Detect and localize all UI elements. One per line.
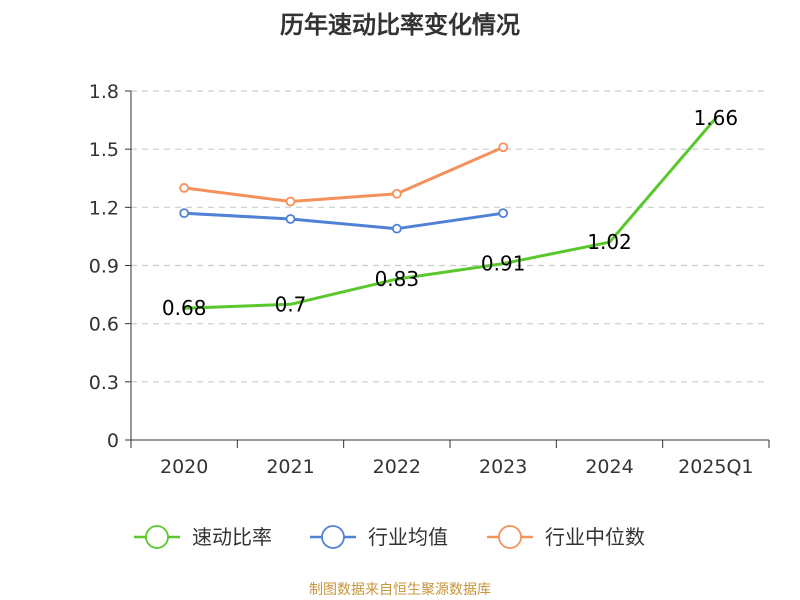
series-line xyxy=(182,211,505,231)
y-tick-label: 1.2 xyxy=(89,197,119,219)
data-label: 1.02 xyxy=(587,230,632,254)
y-tick-label: 0.3 xyxy=(89,372,119,394)
x-tick-label: 2021 xyxy=(266,456,314,478)
data-label: 0.68 xyxy=(162,296,207,320)
series-line xyxy=(182,145,505,203)
series-point xyxy=(179,208,190,219)
series-point xyxy=(498,142,509,153)
x-tick-label: 2024 xyxy=(585,456,633,478)
y-tick-label: 0 xyxy=(107,430,119,452)
data-label: 1.66 xyxy=(694,106,739,130)
legend-marker xyxy=(498,525,522,549)
x-tick-label: 2023 xyxy=(479,456,527,478)
series-point xyxy=(498,208,509,219)
y-tick-label: 1.8 xyxy=(89,81,119,103)
x-tick-label: 2025Q1 xyxy=(678,456,753,478)
data-label: 0.91 xyxy=(481,252,526,276)
series-point xyxy=(179,183,190,193)
data-label: 0.83 xyxy=(375,267,420,291)
legend-label: 行业均值 xyxy=(368,525,448,549)
axes: 0 0.3 0.6 0.9 1.2 1.5 1.8 2020 2021 2022 2023 2024 2… xyxy=(89,81,770,478)
data-label: 0.7 xyxy=(275,292,307,316)
series-line xyxy=(182,116,718,310)
data-labels: 0.68 0.7 0.83 0.91 1.02 1.66 xyxy=(162,106,738,320)
chart-title: 历年速动比率变化情况 xyxy=(280,11,520,39)
x-tick-label: 2020 xyxy=(160,456,208,478)
legend-marker xyxy=(145,525,169,549)
source-note: 制图数据来自恒生聚源数据库 xyxy=(309,582,491,598)
series-lines xyxy=(179,116,718,310)
series-point xyxy=(285,196,296,207)
grid-lines xyxy=(131,90,769,383)
y-tick-label: 0.6 xyxy=(89,314,119,336)
legend: 速动比率 行业均值 行业中位数 xyxy=(134,525,645,549)
series-point xyxy=(391,223,402,234)
series-point xyxy=(391,188,402,199)
legend-label: 行业中位数 xyxy=(545,525,645,549)
y-tick-label: 0.9 xyxy=(89,256,119,278)
series-point xyxy=(285,214,296,224)
legend-label: 速动比率 xyxy=(192,525,272,549)
x-tick-label: 2022 xyxy=(373,456,421,478)
y-tick-label: 1.5 xyxy=(89,139,119,161)
legend-marker xyxy=(321,525,345,549)
